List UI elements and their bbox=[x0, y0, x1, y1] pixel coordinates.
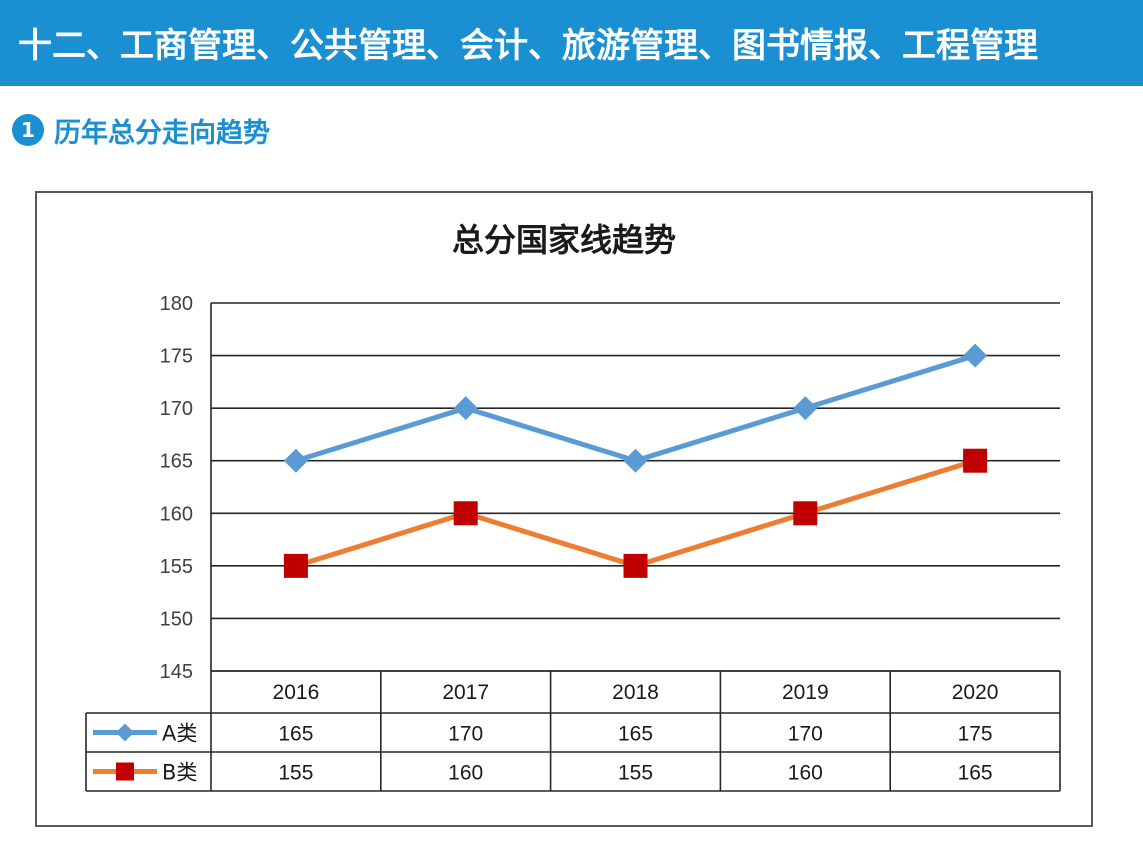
data-point-a bbox=[963, 343, 988, 368]
data-point-a bbox=[623, 448, 648, 473]
data-point-b bbox=[623, 553, 648, 578]
data-point-a bbox=[283, 448, 308, 473]
section-heading: 1 历年总分走向趋势 bbox=[12, 110, 270, 150]
x-tick-label: 2018 bbox=[612, 681, 659, 704]
y-tick-labels: 145 150 155 160 165 170 175 180 bbox=[160, 293, 193, 683]
data-label: 170 bbox=[788, 723, 823, 746]
top-banner: 十二、工商管理、公共管理、会计、旅游管理、图书情报、工程管理 bbox=[0, 0, 1143, 86]
data-point-b bbox=[793, 501, 818, 526]
legend-marker-b bbox=[116, 762, 134, 781]
y-tick-label: 155 bbox=[160, 556, 193, 578]
data-label: 160 bbox=[448, 762, 483, 785]
y-tick-label: 165 bbox=[160, 451, 193, 473]
data-point-a bbox=[793, 396, 818, 421]
section-title: 历年总分走向趋势 bbox=[54, 117, 270, 149]
chart-title: 总分国家线趋势 bbox=[452, 221, 676, 259]
y-tick-label: 180 bbox=[160, 293, 193, 315]
x-tick-label: 2016 bbox=[273, 681, 320, 704]
banner-title: 十二、工商管理、公共管理、会计、旅游管理、图书情报、工程管理 bbox=[18, 26, 1038, 66]
data-label: 165 bbox=[618, 723, 653, 746]
data-label: 155 bbox=[618, 762, 653, 785]
data-point-b bbox=[963, 448, 988, 473]
data-table: 2016 2017 2018 2019 2020 A类 165 170 165 170 175 B类 1… bbox=[85, 670, 1061, 792]
data-label: 155 bbox=[278, 762, 313, 785]
y-tick-label: 175 bbox=[160, 346, 193, 368]
data-point-b bbox=[453, 501, 478, 526]
gridlines bbox=[210, 302, 1060, 791]
data-label: 165 bbox=[958, 762, 993, 785]
data-point-b bbox=[283, 553, 308, 578]
data-label: 170 bbox=[448, 723, 483, 746]
section-number-badge: 1 bbox=[12, 114, 44, 146]
y-tick-label: 150 bbox=[160, 608, 193, 630]
x-tick-label: 2017 bbox=[442, 681, 489, 704]
data-label: 165 bbox=[278, 723, 313, 746]
y-tick-label: 145 bbox=[160, 661, 193, 683]
data-label: 175 bbox=[958, 723, 993, 746]
y-tick-label: 160 bbox=[160, 503, 193, 525]
series-lines bbox=[283, 343, 988, 578]
data-point-a bbox=[453, 396, 478, 421]
x-tick-label: 2020 bbox=[952, 681, 999, 704]
x-tick-label: 2019 bbox=[782, 681, 829, 704]
y-tick-label: 170 bbox=[160, 398, 193, 420]
legend-label: A类 bbox=[162, 722, 197, 746]
legend-marker-a bbox=[116, 723, 134, 742]
data-label: 160 bbox=[788, 762, 823, 785]
legend-label: B类 bbox=[162, 761, 197, 785]
